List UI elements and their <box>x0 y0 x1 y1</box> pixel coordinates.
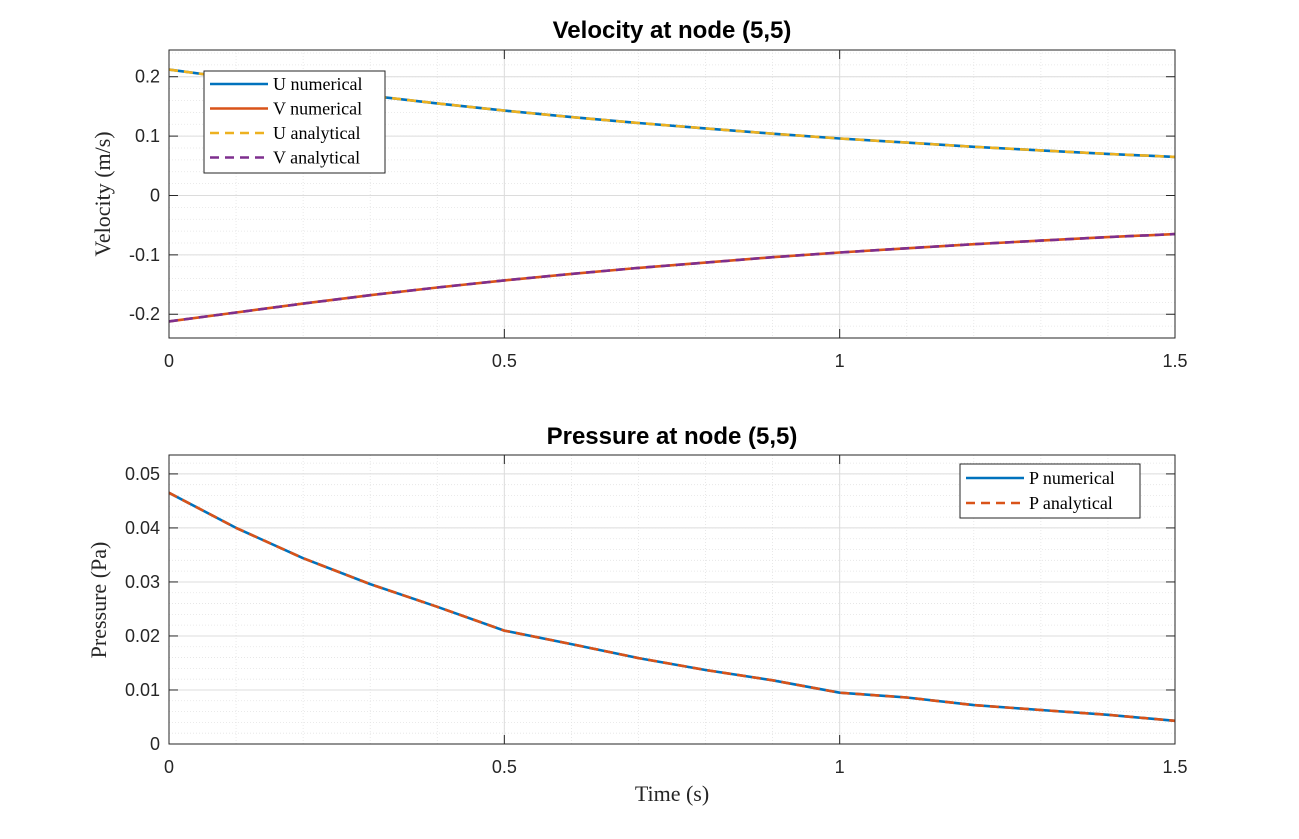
series-line-v-analytical <box>168 232 1176 323</box>
velocity-y-label: Velocity (m/s) <box>90 131 115 256</box>
legend-item-v-analytical: V analytical <box>210 148 360 168</box>
x-tick-label: 0.5 <box>492 757 517 777</box>
pressure-x-label: Time (s) <box>635 781 709 806</box>
legend-label: U analytical <box>273 123 360 143</box>
velocity-y-ticks: -0.2 -0.1 0 0.1 0.2 <box>129 67 1175 324</box>
x-tick-label: 1 <box>835 351 845 371</box>
pressure-axes-box <box>168 454 1176 745</box>
velocity-legend-box <box>203 70 386 174</box>
legend-label: P numerical <box>1029 468 1115 488</box>
pressure-axes: 0 0.5 1 1.5 0 0.01 0.02 0.03 0.04 0.05 Pressure … <box>86 423 1188 806</box>
legend-item-v-numerical: V numerical <box>210 99 362 119</box>
pressure-y-ticks: 0 0.01 0.02 0.03 0.04 0.05 <box>125 464 1175 754</box>
y-tick-label: 0.1 <box>135 126 160 146</box>
velocity-axes: 0 0.5 1 1.5 -0.2 -0.1 0 0.1 0.2 Velocity at nod… <box>90 17 1188 371</box>
legend-item-p-numerical: P numerical <box>966 468 1115 488</box>
pressure-legend-box <box>959 463 1141 519</box>
velocity-x-ticks: 0 0.5 1 1.5 <box>164 50 1188 371</box>
x-tick-label: 0.5 <box>492 351 517 371</box>
pressure-series <box>168 491 1176 723</box>
y-tick-label: 0.2 <box>135 67 160 87</box>
pressure-legend: P numerical P analytical <box>959 463 1141 519</box>
pressure-y-label: Pressure (Pa) <box>86 542 111 659</box>
y-tick-label: 0.02 <box>125 626 160 646</box>
legend-item-p-analytical: P analytical <box>966 493 1113 513</box>
velocity-legend: U numerical V numerical U analytical V anal… <box>203 70 386 174</box>
legend-label: U numerical <box>273 74 362 94</box>
y-tick-label: 0.03 <box>125 572 160 592</box>
x-tick-label: 0 <box>164 757 174 777</box>
y-tick-label: 0.05 <box>125 464 160 484</box>
y-tick-label: -0.2 <box>129 304 160 324</box>
pressure-title: Pressure at node (5,5) <box>547 423 798 450</box>
legend-label: V numerical <box>273 99 362 119</box>
velocity-title: Velocity at node (5,5) <box>553 17 792 44</box>
x-tick-label: 0 <box>164 351 174 371</box>
legend-item-u-numerical: U numerical <box>210 74 362 94</box>
x-tick-label: 1.5 <box>1162 757 1187 777</box>
pressure-x-ticks: 0 0.5 1 1.5 <box>164 455 1188 777</box>
legend-item-u-analytical: U analytical <box>210 123 360 143</box>
legend-label: P analytical <box>1029 493 1113 513</box>
velocity-axes-box <box>168 49 1176 339</box>
y-tick-label: 0.04 <box>125 518 160 538</box>
x-tick-label: 1.5 <box>1162 351 1187 371</box>
y-tick-label: 0 <box>150 734 160 754</box>
x-tick-label: 1 <box>835 757 845 777</box>
y-tick-label: -0.1 <box>129 245 160 265</box>
y-tick-label: 0 <box>150 185 160 205</box>
y-tick-label: 0.01 <box>125 680 160 700</box>
series-line-p-analytical <box>168 491 1176 723</box>
legend-label: V analytical <box>273 148 360 168</box>
